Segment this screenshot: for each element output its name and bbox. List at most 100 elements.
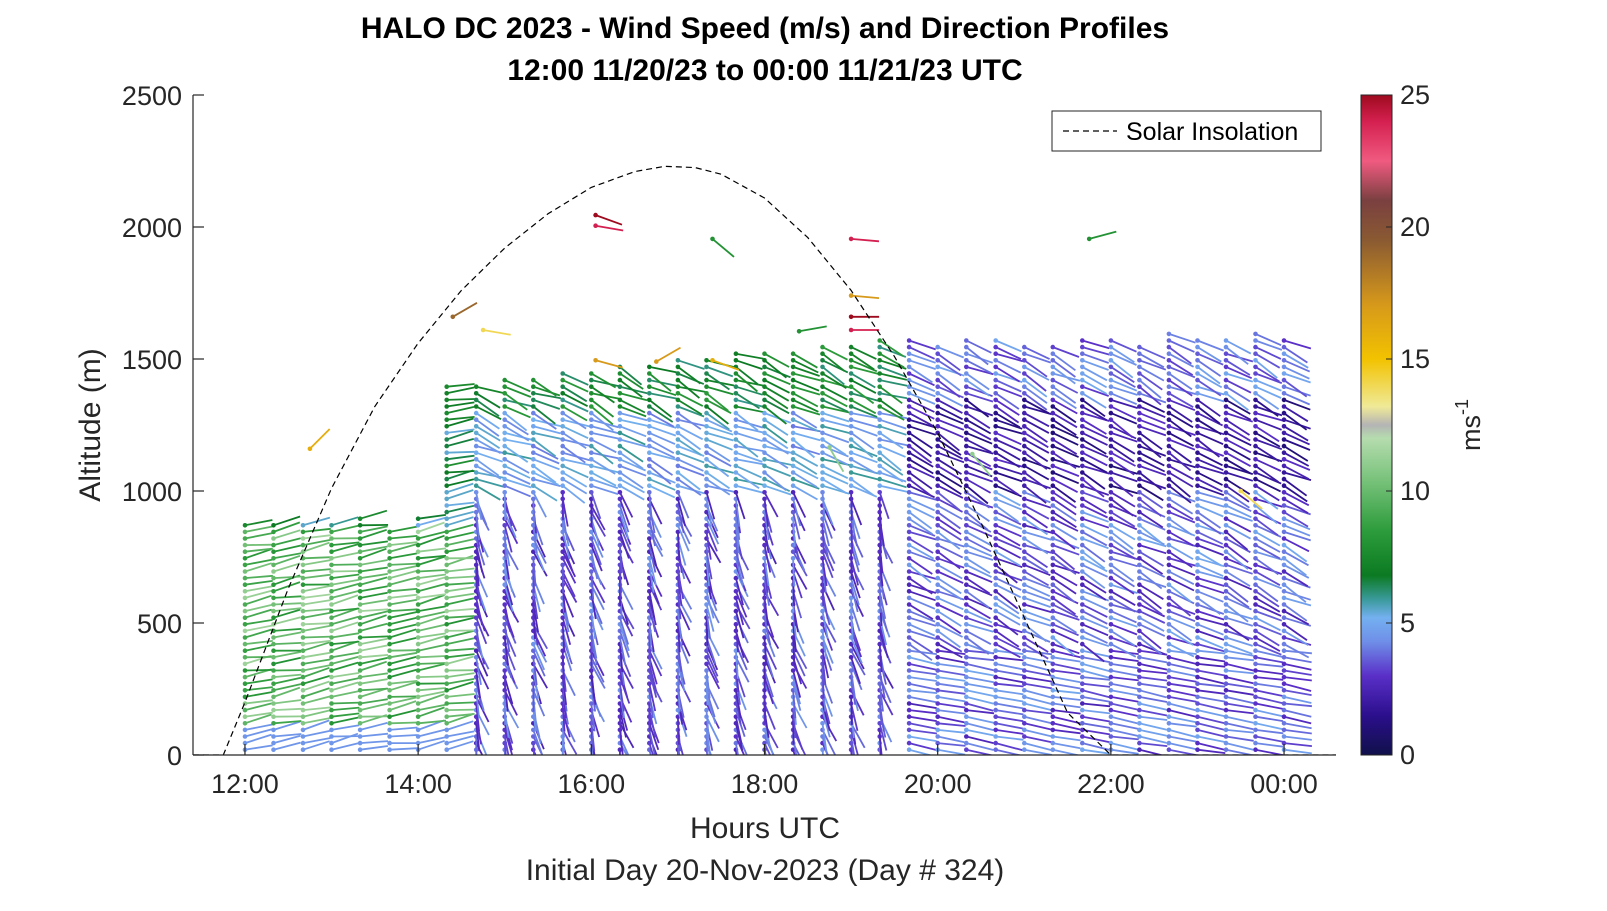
wind-barb-shaft [1283,458,1311,471]
wind-barb-shaft [244,608,272,619]
wind-barb-point [1137,424,1142,429]
wind-barb-shaft [705,492,716,520]
wind-barb-shaft [1024,616,1052,627]
wind-barb-point [964,496,969,502]
wind-barb-point [848,490,854,495]
wind-barb-point [502,668,508,673]
wind-barb-point [329,602,334,607]
wind-barb-point [1050,470,1056,475]
wind-barb-shaft [1052,682,1081,690]
wind-barb-point [1022,556,1027,561]
wind-barb-shaft [995,366,1021,383]
wind-barb-point [271,542,276,548]
wind-barb-shaft [879,432,904,450]
wind-barb-shaft [995,379,1022,393]
wind-barb-shaft [995,392,1020,410]
wind-barb-shaft [1138,484,1164,502]
wind-barb-point [242,622,248,627]
wind-barb-shaft [735,690,742,719]
wind-barb-shaft [821,492,826,521]
wind-barb-shaft [1283,570,1309,588]
wind-barb-shaft [331,640,360,645]
wind-barb-point [1137,622,1142,627]
wind-barb-shaft [1197,432,1224,446]
wind-barb-point [1281,740,1287,746]
wind-barb-shaft [475,544,484,573]
wind-barb-shaft [1225,630,1254,640]
wind-barb-point [1050,707,1056,713]
wind-barb-point [906,622,912,627]
wind-barb-shaft [648,484,676,499]
wind-barb-point [964,556,969,561]
wind-barb-shaft [1197,735,1226,743]
wind-barb-shaft [1255,346,1282,360]
x-tick-label: 14:00 [384,769,452,799]
wind-barb-point [877,483,882,489]
wind-barb-point [935,701,940,706]
wind-barb-point [1050,608,1056,614]
wind-barb-shaft [1024,663,1052,672]
wind-barb-shaft [763,637,768,666]
wind-barb-point [704,371,709,376]
wind-barb-point [993,569,998,574]
wind-barb-point [242,589,248,594]
wind-barb-shaft [1225,742,1254,751]
wind-barb-shaft [591,478,619,490]
wind-barb-shaft [705,498,713,527]
wind-barb-shaft [1082,517,1110,529]
wind-barb-shaft [1082,352,1109,364]
wind-barb-point [964,542,969,548]
wind-barb-point [1223,463,1229,469]
wind-barb-point [271,688,276,693]
wind-barb-point [1253,536,1258,541]
wind-barb-point [1281,721,1287,726]
wind-barb-shaft [1081,372,1108,389]
wind-barb-shaft [1052,438,1078,455]
wind-barb-point [906,556,912,561]
wind-barb-shaft [798,325,827,333]
wind-barb-point [271,714,276,719]
wind-barb-shaft [331,563,360,566]
wind-barb-shaft [908,669,937,676]
wind-barb-point [1137,377,1142,383]
wind-barb-point [704,516,709,521]
wind-barb-point [993,681,998,686]
wind-barb-shaft [706,445,731,462]
wind-barb-point [848,236,854,242]
wind-barb-point [357,747,363,752]
wind-barb-point [1080,740,1085,746]
wind-barb-point [733,371,739,376]
wind-barb-point [906,628,912,634]
wind-barb-shaft [937,729,966,734]
wind-barb-point [1223,681,1229,686]
wind-barb-point [1253,575,1258,581]
wind-barb-shaft [1139,537,1167,548]
wind-barb-shaft [908,372,935,387]
wind-barb-point [1166,344,1172,350]
wind-barb-point [387,635,392,640]
wind-barb-point [589,476,594,482]
wind-barb-shaft [1168,438,1196,451]
wind-barb-point [1080,589,1085,594]
wind-barb-shaft [966,676,994,684]
wind-barb-point [1080,503,1085,508]
wind-barb-shaft [1110,498,1134,517]
wind-barb-shaft [1283,682,1312,692]
wind-barb-shaft [1283,531,1311,542]
wind-barb-point [675,371,681,376]
wind-barb-shaft [590,716,594,745]
wind-barb-shaft [763,703,776,730]
wind-barb-point [1137,641,1142,647]
wind-barb-shaft [1139,715,1168,721]
wind-barb-shaft [1168,517,1193,536]
wind-barb-point [415,529,421,535]
wind-barb-shaft [850,584,859,613]
wind-barb-point [704,602,709,607]
wind-barb-point [271,549,276,554]
wind-barb-shaft [908,610,936,623]
colorbar-tick-label: 20 [1400,212,1430,242]
y-tick-label: 1500 [122,345,182,375]
wind-barb-shaft [1081,544,1106,563]
wind-barb-point [1050,490,1056,495]
wind-barb-shaft [446,401,475,408]
